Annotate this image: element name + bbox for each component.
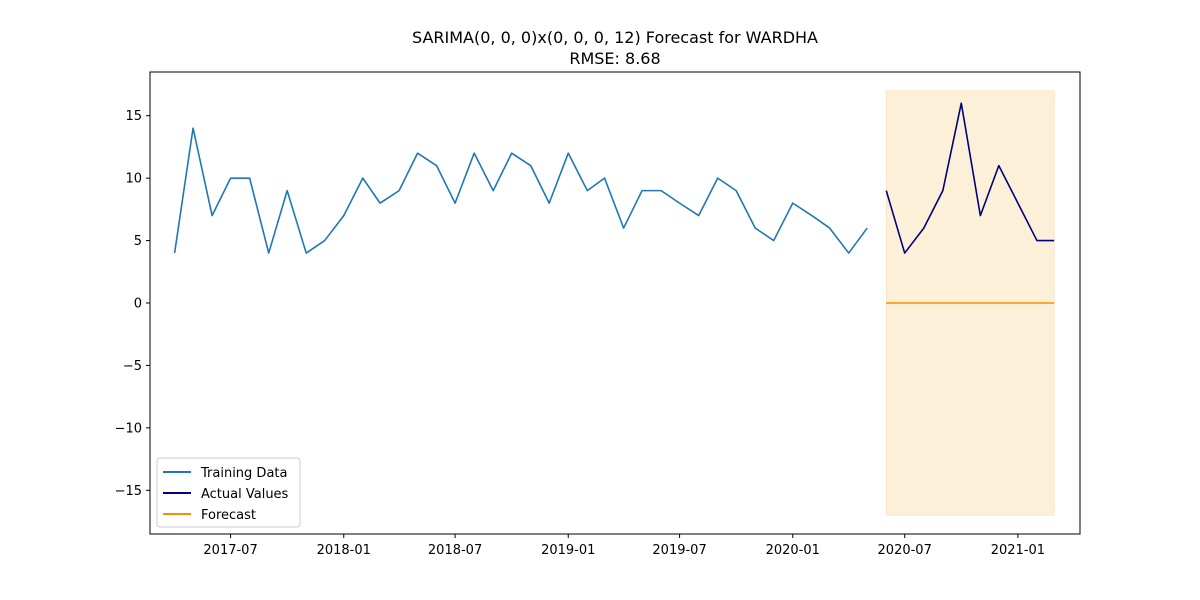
x-tick-label: 2020-07 [878,543,932,558]
x-tick-label: 2017-07 [203,543,257,558]
legend-label: Actual Values [201,487,289,502]
x-tick-label: 2018-01 [317,543,371,558]
y-tick-label: 10 [125,172,142,187]
y-tick-label: 15 [125,109,142,124]
series-layer [173,102,1055,304]
chart-subtitle: RMSE: 8.68 [569,49,660,68]
y-tick-label: −10 [115,421,142,436]
y-tick-label: −15 [115,484,142,499]
series-line-training-data [173,127,868,254]
legend: Training Data Actual Values Forecast [156,457,301,528]
y-axis: −15 −10 −5 0 5 10 15 [115,109,150,499]
legend-label: Training Data [200,466,287,481]
chart-title: SARIMA(0, 0, 0)x(0, 0, 0, 12) Forecast f… [412,28,818,47]
x-tick-label: 2018-07 [428,543,482,558]
y-tick-label: −5 [123,359,142,374]
series-line-actual-values [885,102,1055,254]
x-tick-label: 2021-01 [991,543,1045,558]
legend-label: Forecast [201,508,256,523]
y-tick-label: 5 [134,234,142,249]
legend-box [156,457,301,528]
x-axis: 2017-07 2018-01 2018-07 2019-01 2019-07 2020-… [203,534,1045,558]
x-tick-label: 2019-07 [652,543,706,558]
x-tick-label: 2019-01 [541,543,595,558]
y-tick-label: 0 [134,297,142,312]
x-tick-label: 2020-01 [766,543,820,558]
